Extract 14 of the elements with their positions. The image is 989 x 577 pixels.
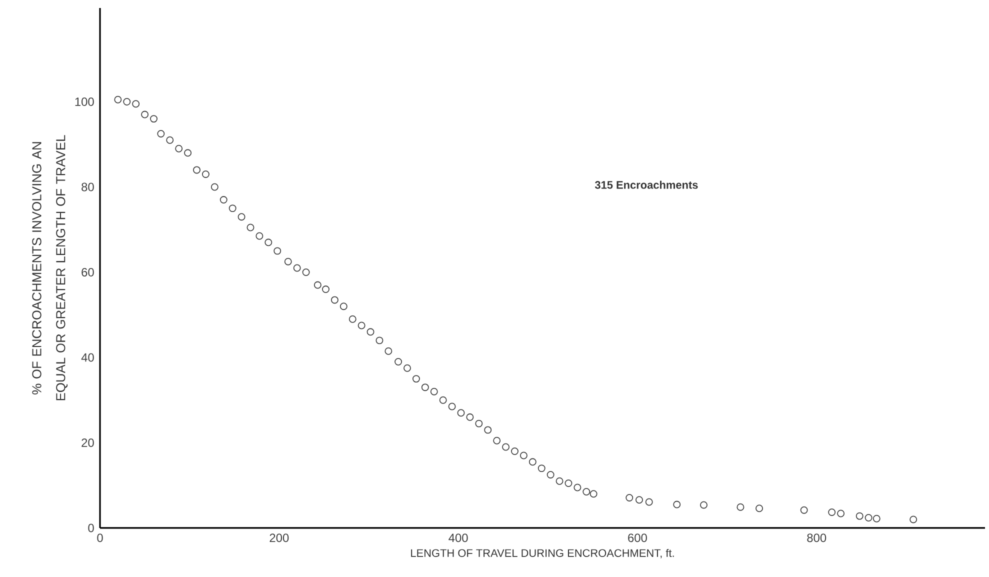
x-tick-label: 600 xyxy=(628,534,647,542)
annotation: 315 Encroachments xyxy=(594,180,698,189)
y-tick-label: 100 xyxy=(75,98,94,106)
y-tick-label: 80 xyxy=(82,182,94,192)
y-tick-label: 40 xyxy=(81,353,94,362)
x-tick-label: 200 xyxy=(270,534,289,542)
y-tick-label: 0 xyxy=(88,524,94,532)
y-tick-label: 60 xyxy=(82,268,94,276)
y-tick-label: 20 xyxy=(82,438,94,447)
x-tick-label: 400 xyxy=(448,534,468,542)
x-axis-title: LENGTH OF TRAVEL DURING ENCROACHMENT, ft. xyxy=(411,548,674,558)
x-tick-label: 0 xyxy=(97,534,103,542)
y-axis-title: % OF ENCROACHMENTS INVOLVING AN EQUAL OR GREATER LENGTH OF TRAVEL xyxy=(32,135,68,400)
x-tick-label: 800 xyxy=(807,534,826,542)
